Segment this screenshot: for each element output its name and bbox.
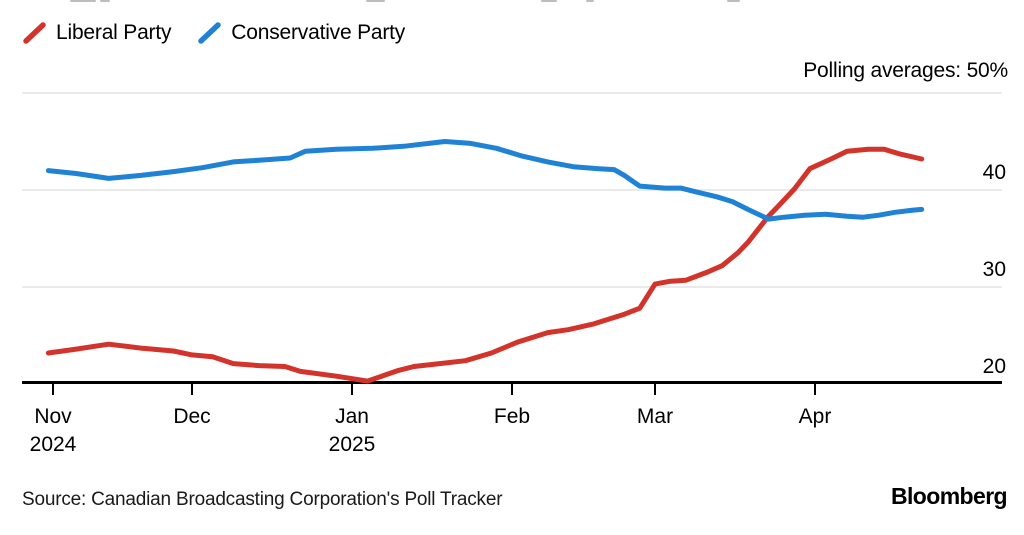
blue-slash-icon: [198, 22, 222, 44]
red-slash-icon: [23, 22, 46, 44]
cropped-title-artifact: [100, 0, 110, 2]
cropped-title-artifact: [70, 0, 96, 2]
x-axis-label-mar: Mar: [636, 405, 674, 428]
conservative-party-series-line: [45, 139, 925, 222]
x-axis-label-dec: Dec: [173, 405, 211, 428]
y-axis-label-30: 30: [982, 258, 1006, 281]
source-credit: Source: Canadian Broadcasting Corporatio…: [22, 489, 503, 510]
liberal-party-series-line: [45, 146, 925, 384]
x-axis-label-feb: Feb: [493, 405, 531, 428]
y-axis-label-40: 40: [982, 161, 1006, 184]
x-axis-label-apr: Apr: [798, 405, 832, 428]
x-axis-label-jan: Jan 2025: [328, 405, 376, 456]
cropped-title-artifact: [366, 0, 385, 2]
cropped-title-artifact: [541, 0, 557, 2]
red-slash-mark: [23, 22, 46, 44]
legend-item-liberal: Liberal Party: [22, 20, 171, 46]
x-axis-label-nov: Nov 2024: [29, 405, 77, 456]
chart-legend: Liberal Party Conservative Party: [22, 20, 431, 46]
y-axis-label-20: 20: [982, 355, 1006, 378]
legend-label-liberal: Liberal Party: [56, 21, 172, 44]
bloomberg-logo: Bloomberg: [891, 483, 1008, 509]
blue-slash-mark: [198, 22, 222, 44]
cropped-title-artifact: [727, 0, 740, 2]
legend-label-conservative: Conservative Party: [231, 21, 406, 44]
legend-item-conservative: Conservative Party: [197, 20, 405, 46]
y-axis-annotation: Polling averages: 50%: [803, 59, 1008, 82]
cropped-title-artifact: [586, 0, 594, 2]
